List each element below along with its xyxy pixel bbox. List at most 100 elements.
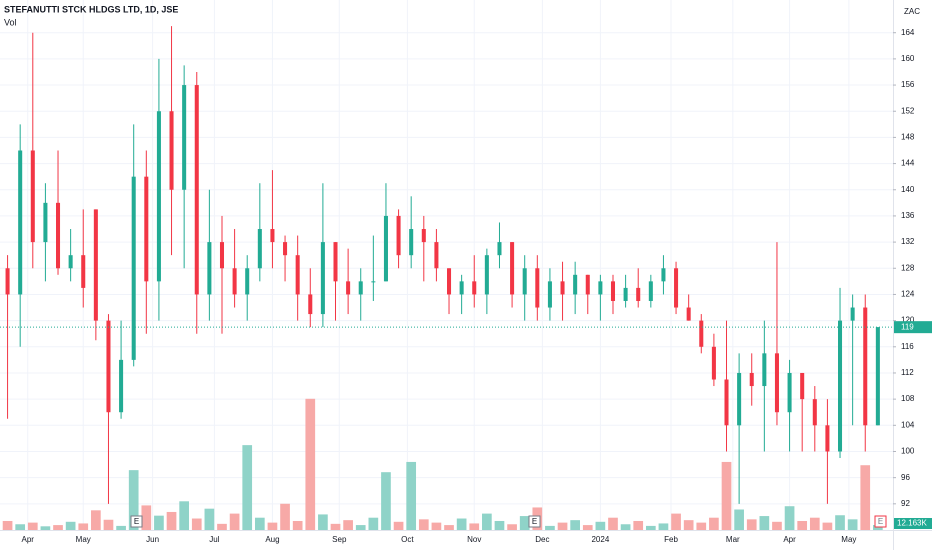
candle-body bbox=[43, 202, 48, 243]
volume-bar bbox=[330, 523, 341, 530]
y-tick-label: 96 bbox=[901, 473, 910, 482]
candle-body bbox=[68, 255, 73, 269]
candle-body bbox=[396, 215, 401, 256]
volume-bar bbox=[482, 513, 492, 530]
volume-title: Vol bbox=[4, 17, 17, 27]
candle-body bbox=[383, 215, 388, 282]
y-tick-label: 156 bbox=[901, 80, 915, 89]
candle-body bbox=[447, 268, 452, 295]
volume-bar bbox=[519, 516, 530, 530]
candle-body bbox=[863, 307, 868, 426]
candle-body bbox=[787, 372, 792, 413]
volume-bar bbox=[507, 524, 517, 530]
volume-bar bbox=[229, 513, 240, 530]
y-tick-label: 116 bbox=[901, 342, 914, 351]
volume-bar bbox=[381, 472, 391, 530]
y-tick-label: 108 bbox=[901, 394, 915, 403]
volume-bar bbox=[456, 518, 467, 530]
volume-bar bbox=[393, 521, 404, 530]
x-tick-label: Apr bbox=[783, 535, 796, 544]
candle-body bbox=[194, 85, 199, 295]
candle-body bbox=[156, 111, 161, 282]
volume-bar bbox=[116, 525, 126, 530]
svg-text:E: E bbox=[878, 517, 883, 526]
candle-body bbox=[610, 281, 616, 301]
candle-body bbox=[270, 229, 275, 243]
volume-bar bbox=[65, 521, 76, 530]
x-tick-label: Aug bbox=[265, 535, 279, 544]
volume-bar bbox=[280, 503, 290, 530]
last-volume-tag bbox=[894, 518, 932, 529]
y-tick-label: 164 bbox=[901, 28, 915, 37]
volume-bar bbox=[179, 501, 189, 530]
candle-body bbox=[434, 242, 439, 269]
candles bbox=[5, 26, 880, 504]
volume-bar bbox=[582, 525, 593, 530]
candle-body bbox=[812, 399, 817, 426]
currency: ZAC bbox=[904, 7, 920, 16]
candle-body bbox=[686, 307, 691, 321]
candle-body bbox=[875, 327, 880, 426]
last-price-label: 119 bbox=[901, 322, 914, 331]
candle-body bbox=[850, 307, 855, 321]
candle-body bbox=[207, 242, 212, 295]
x-tick-label: Oct bbox=[401, 535, 414, 544]
candle-body bbox=[711, 346, 716, 380]
earnings-marker: E E E bbox=[130, 515, 887, 528]
volume-bar bbox=[305, 398, 316, 530]
candle-body bbox=[56, 202, 61, 269]
x-tick-label: Nov bbox=[467, 535, 481, 544]
volume-bar bbox=[368, 517, 379, 530]
candle-body bbox=[724, 379, 729, 426]
x-tick-label: 2024 bbox=[591, 535, 609, 544]
volume-bar bbox=[608, 517, 618, 530]
candle-body bbox=[5, 268, 10, 295]
y-tick-label: 120 bbox=[901, 316, 915, 325]
svg-text:E: E bbox=[532, 517, 537, 526]
candle-body bbox=[800, 372, 805, 400]
volume-bar bbox=[746, 519, 757, 530]
candle-body bbox=[232, 268, 237, 295]
volume-bar bbox=[154, 515, 164, 530]
candle-body bbox=[484, 255, 489, 295]
volume-bar bbox=[27, 522, 38, 530]
volume-bar bbox=[469, 523, 480, 530]
candle-body bbox=[81, 255, 86, 288]
volume-bar bbox=[545, 525, 555, 530]
y-tick-label: 136 bbox=[901, 211, 915, 220]
volume-bars bbox=[2, 398, 883, 530]
last-volume-label: 12.163K bbox=[897, 519, 927, 528]
volume-bar bbox=[709, 517, 719, 530]
volume-bar bbox=[254, 517, 265, 530]
candle-body bbox=[623, 287, 628, 301]
candle-body bbox=[169, 111, 174, 190]
candle-body bbox=[749, 372, 754, 387]
volume-bar bbox=[267, 522, 278, 530]
volume-bar bbox=[15, 524, 26, 530]
volume-bar bbox=[141, 505, 152, 530]
x-tick-label: Mar bbox=[726, 535, 740, 544]
y-tick-label: 144 bbox=[901, 159, 915, 168]
volume-bar bbox=[166, 511, 177, 530]
candle-body bbox=[737, 372, 742, 426]
candle-body bbox=[371, 281, 376, 283]
candle-body bbox=[522, 268, 527, 295]
candle-body bbox=[547, 281, 552, 308]
x-tick-label: Jul bbox=[209, 535, 219, 544]
volume-bar bbox=[873, 525, 883, 530]
candle-body bbox=[774, 353, 779, 413]
volume-bar bbox=[557, 522, 568, 530]
volume-bar bbox=[645, 525, 656, 530]
volume-bar bbox=[292, 520, 303, 530]
x-tick-label: May bbox=[841, 535, 856, 544]
candle-body bbox=[144, 176, 149, 282]
volume-bar bbox=[53, 525, 63, 530]
candle-body bbox=[560, 281, 565, 295]
y-tick-label: 160 bbox=[901, 54, 915, 63]
volume-bar bbox=[595, 521, 606, 530]
candle-body bbox=[762, 353, 767, 387]
volume-bar bbox=[103, 519, 114, 530]
volume-bar bbox=[809, 517, 820, 530]
candle-body bbox=[825, 425, 830, 452]
candle-body bbox=[472, 281, 477, 295]
